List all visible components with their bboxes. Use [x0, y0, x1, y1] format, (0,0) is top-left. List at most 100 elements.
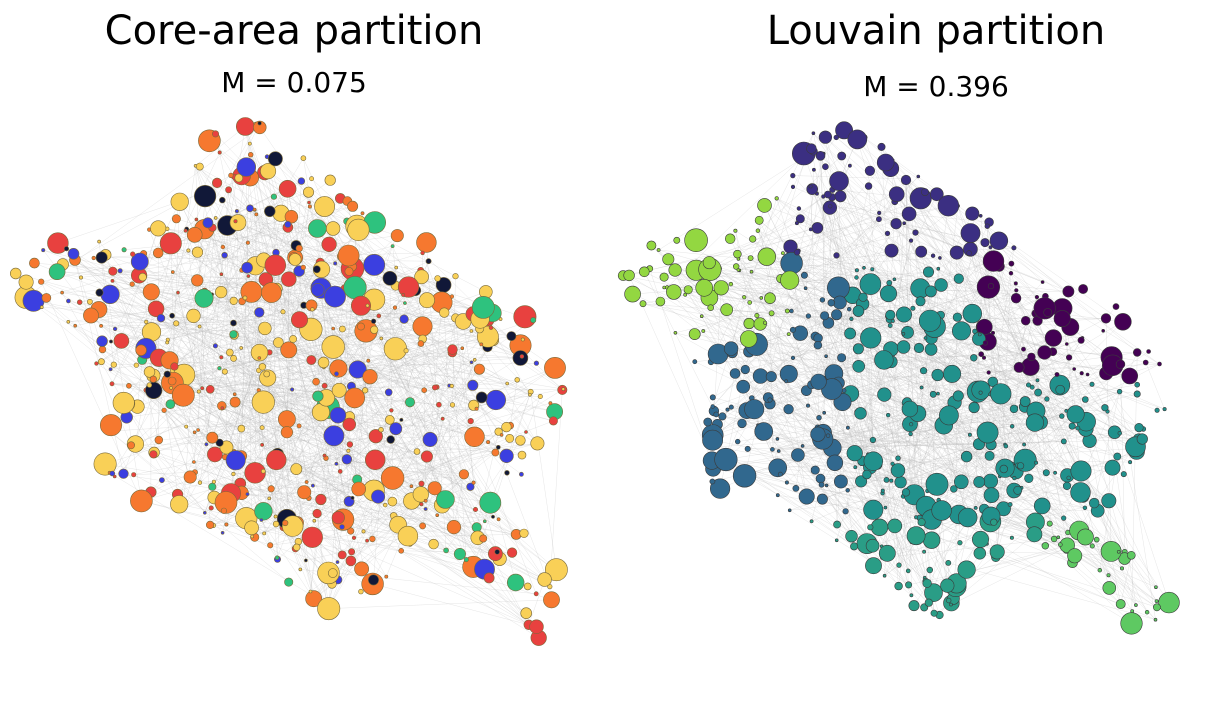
graph-node [870, 518, 889, 536]
edge [25, 297, 187, 427]
graph-node [1082, 505, 1088, 510]
edge [126, 368, 480, 418]
edge [328, 599, 552, 609]
edge [373, 490, 550, 587]
graph-node [254, 502, 273, 521]
graph-node [757, 198, 772, 213]
edge [286, 279, 290, 520]
edge [235, 221, 319, 397]
edge [831, 389, 855, 547]
graph-node [458, 469, 470, 480]
graph-node [798, 488, 815, 505]
graph-node [931, 500, 952, 521]
graph-node [449, 294, 455, 299]
edge [709, 269, 882, 547]
edge [266, 338, 382, 375]
graph-node [208, 482, 217, 491]
graph-node [792, 325, 809, 341]
edge [1107, 411, 1137, 606]
edge [928, 368, 1075, 603]
graph-node [529, 619, 544, 634]
graph-node [259, 518, 264, 522]
graph-node [1075, 425, 1081, 431]
graph-node [523, 582, 532, 591]
graph-node [912, 229, 919, 236]
edge [764, 322, 892, 362]
graph-node [310, 483, 315, 488]
edge [957, 205, 1081, 493]
graph-node [310, 283, 325, 297]
graph-node [965, 206, 980, 221]
edge [663, 222, 797, 278]
graph-node [662, 253, 675, 266]
graph-node [472, 506, 478, 512]
graph-node [399, 314, 409, 324]
edge [240, 242, 249, 456]
graph-node [422, 431, 438, 447]
graph-node [845, 529, 858, 543]
edge [233, 456, 427, 475]
graph-node [428, 538, 439, 550]
graph-node [754, 215, 764, 225]
edge [1010, 273, 1084, 497]
graph-node [740, 330, 758, 348]
edge [185, 230, 293, 527]
edge [195, 165, 474, 406]
edge [688, 289, 917, 518]
graph-node [1064, 342, 1069, 346]
graph-node [1116, 388, 1123, 395]
edge [123, 402, 205, 513]
graph-node [479, 491, 502, 514]
graph-node [1158, 591, 1180, 614]
graph-node [270, 193, 278, 200]
graph-node [126, 382, 132, 389]
edge [739, 270, 869, 455]
edge [834, 337, 1048, 463]
edge [712, 283, 871, 441]
edge [763, 302, 832, 432]
edge [177, 292, 213, 438]
edge [172, 271, 464, 475]
graph-node [951, 321, 971, 341]
graph-node [420, 450, 433, 463]
graph-node [988, 245, 993, 250]
graph-node [229, 214, 247, 231]
graph-node [165, 399, 176, 410]
graph-node [494, 549, 500, 555]
graph-node [342, 417, 356, 432]
edge [99, 292, 227, 448]
edge [153, 375, 439, 405]
graph-node [383, 337, 408, 361]
graph-node [277, 410, 296, 429]
edge [325, 318, 481, 459]
edge [1049, 523, 1157, 602]
graph-node [1066, 475, 1071, 481]
graph-node [384, 388, 393, 397]
graph-node [425, 258, 432, 265]
edge [186, 229, 203, 389]
edge [294, 257, 455, 528]
graph-node [936, 391, 940, 396]
graph-node [924, 285, 937, 298]
edge [798, 250, 892, 481]
graph-node [971, 530, 989, 548]
graph-node [225, 450, 246, 471]
louvain-network-graph [617, 121, 1180, 635]
graph-node [344, 266, 354, 276]
edge [441, 505, 517, 535]
edge [961, 407, 975, 482]
graph-node [844, 327, 856, 340]
edge [133, 474, 179, 500]
graph-node [978, 351, 985, 358]
graph-node [925, 472, 949, 496]
graph-node [334, 461, 339, 466]
graph-node [952, 390, 964, 402]
graph-node [986, 370, 991, 375]
graph-node [822, 410, 826, 415]
edge [884, 179, 907, 576]
graph-node [952, 312, 963, 322]
edge [872, 439, 992, 445]
graph-node [221, 252, 228, 259]
graph-node [324, 174, 336, 186]
edge [905, 425, 944, 493]
